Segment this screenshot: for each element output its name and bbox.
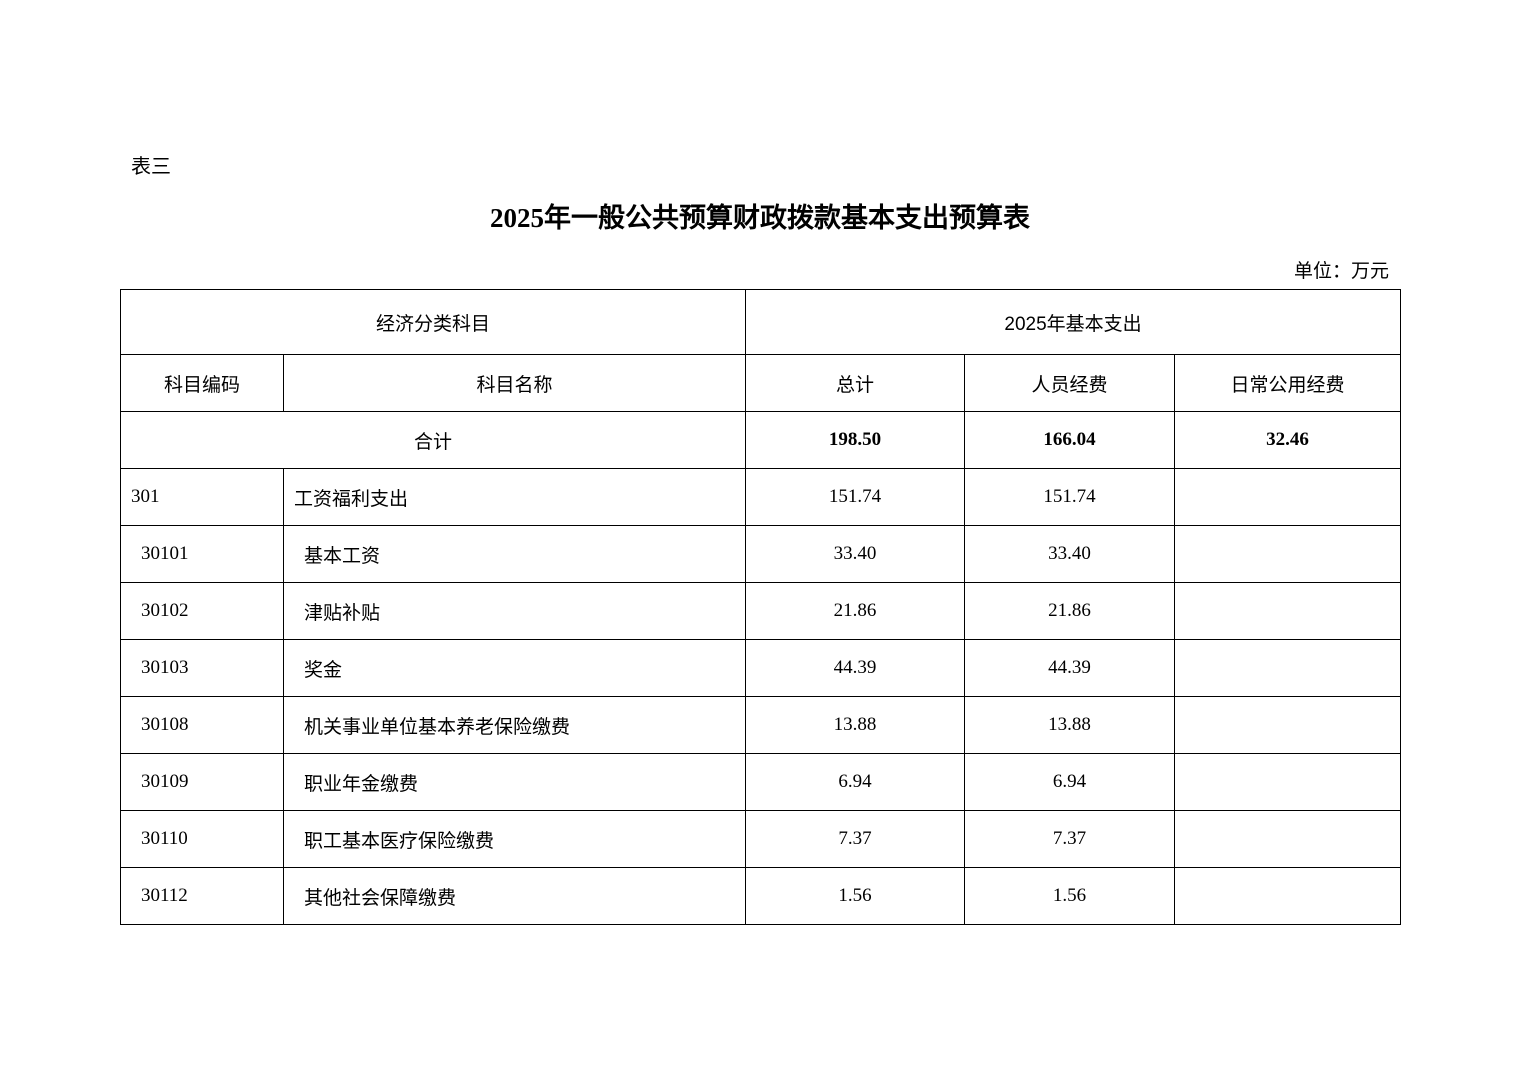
table-row: 30109 职业年金缴费 6.94 6.94 bbox=[120, 753, 1402, 811]
header-personnel: 人员经费 bbox=[964, 354, 1176, 412]
row-personnel: 151.74 bbox=[964, 468, 1176, 526]
header-total: 总计 bbox=[745, 354, 966, 412]
row-personnel: 7.37 bbox=[964, 810, 1176, 868]
row-code: 30102 bbox=[120, 582, 284, 640]
row-personnel: 1.56 bbox=[964, 867, 1176, 925]
table-row: 301 工资福利支出 151.74 151.74 bbox=[120, 468, 1402, 526]
table-row: 30110 职工基本医疗保险缴费 7.37 7.37 bbox=[120, 810, 1402, 868]
row-personnel: 33.40 bbox=[964, 525, 1176, 583]
row-total: 33.40 bbox=[745, 525, 966, 583]
row-code: 30101 bbox=[120, 525, 284, 583]
row-total: 1.56 bbox=[745, 867, 966, 925]
row-code: 301 bbox=[120, 468, 284, 526]
group-header-expenditure: 2025年基本支出 bbox=[745, 289, 1402, 355]
header-row: 科目编码 科目名称 总计 人员经费 日常公用经费 bbox=[120, 354, 1402, 412]
row-name: 津贴补贴 bbox=[282, 582, 747, 640]
row-personnel: 21.86 bbox=[964, 582, 1176, 640]
group-header-category: 经济分类科目 bbox=[119, 289, 747, 355]
table-row: 30108 机关事业单位基本养老保险缴费 13.88 13.88 bbox=[120, 696, 1402, 754]
row-public bbox=[1174, 867, 1402, 925]
row-total: 6.94 bbox=[745, 753, 966, 811]
table-row: 30103 奖金 44.39 44.39 bbox=[120, 639, 1402, 697]
row-code: 30108 bbox=[120, 696, 284, 754]
unit-label: 单位：万元 bbox=[1293, 261, 1389, 282]
row-public bbox=[1174, 810, 1402, 868]
row-personnel: 44.39 bbox=[964, 639, 1176, 697]
row-code: 30109 bbox=[120, 753, 284, 811]
total-total: 198.50 bbox=[745, 411, 966, 469]
row-public bbox=[1174, 639, 1402, 697]
row-name: 职业年金缴费 bbox=[282, 753, 747, 811]
header-name: 科目名称 bbox=[282, 354, 747, 412]
row-name: 基本工资 bbox=[282, 525, 747, 583]
row-public bbox=[1174, 753, 1402, 811]
table-label: 表三 bbox=[131, 156, 171, 178]
row-total: 44.39 bbox=[745, 639, 966, 697]
row-name: 机关事业单位基本养老保险缴费 bbox=[282, 696, 747, 754]
row-personnel: 13.88 bbox=[964, 696, 1176, 754]
total-public: 32.46 bbox=[1174, 411, 1402, 469]
table-row: 30102 津贴补贴 21.86 21.86 bbox=[120, 582, 1402, 640]
total-label: 合计 bbox=[119, 411, 747, 469]
row-code: 30110 bbox=[120, 810, 284, 868]
total-personnel: 166.04 bbox=[964, 411, 1176, 469]
row-name: 工资福利支出 bbox=[282, 468, 747, 526]
row-name: 奖金 bbox=[282, 639, 747, 697]
row-public bbox=[1174, 468, 1402, 526]
row-code: 30112 bbox=[120, 867, 284, 925]
row-code: 30103 bbox=[120, 639, 284, 697]
table-row: 30101 基本工资 33.40 33.40 bbox=[120, 525, 1402, 583]
row-personnel: 6.94 bbox=[964, 753, 1176, 811]
row-total: 7.37 bbox=[745, 810, 966, 868]
header-public: 日常公用经费 bbox=[1174, 354, 1402, 412]
row-total: 151.74 bbox=[745, 468, 966, 526]
header-code: 科目编码 bbox=[120, 354, 284, 412]
total-row: 合计 198.50 166.04 32.46 bbox=[119, 411, 1402, 469]
row-total: 13.88 bbox=[745, 696, 966, 754]
row-total: 21.86 bbox=[745, 582, 966, 640]
table-row: 30112 其他社会保障缴费 1.56 1.56 bbox=[120, 867, 1402, 925]
group-header-row: 经济分类科目 2025年基本支出 bbox=[119, 289, 1402, 355]
row-name: 职工基本医疗保险缴费 bbox=[282, 810, 747, 868]
row-public bbox=[1174, 582, 1402, 640]
row-public bbox=[1174, 525, 1402, 583]
row-name: 其他社会保障缴费 bbox=[282, 867, 747, 925]
budget-table: 经济分类科目 2025年基本支出 科目编码 科目名称 总计 人员经费 日常公用经… bbox=[119, 289, 1402, 925]
row-public bbox=[1174, 696, 1402, 754]
page-title: 2025年一般公共预算财政拨款基本支出预算表 bbox=[490, 203, 1030, 233]
